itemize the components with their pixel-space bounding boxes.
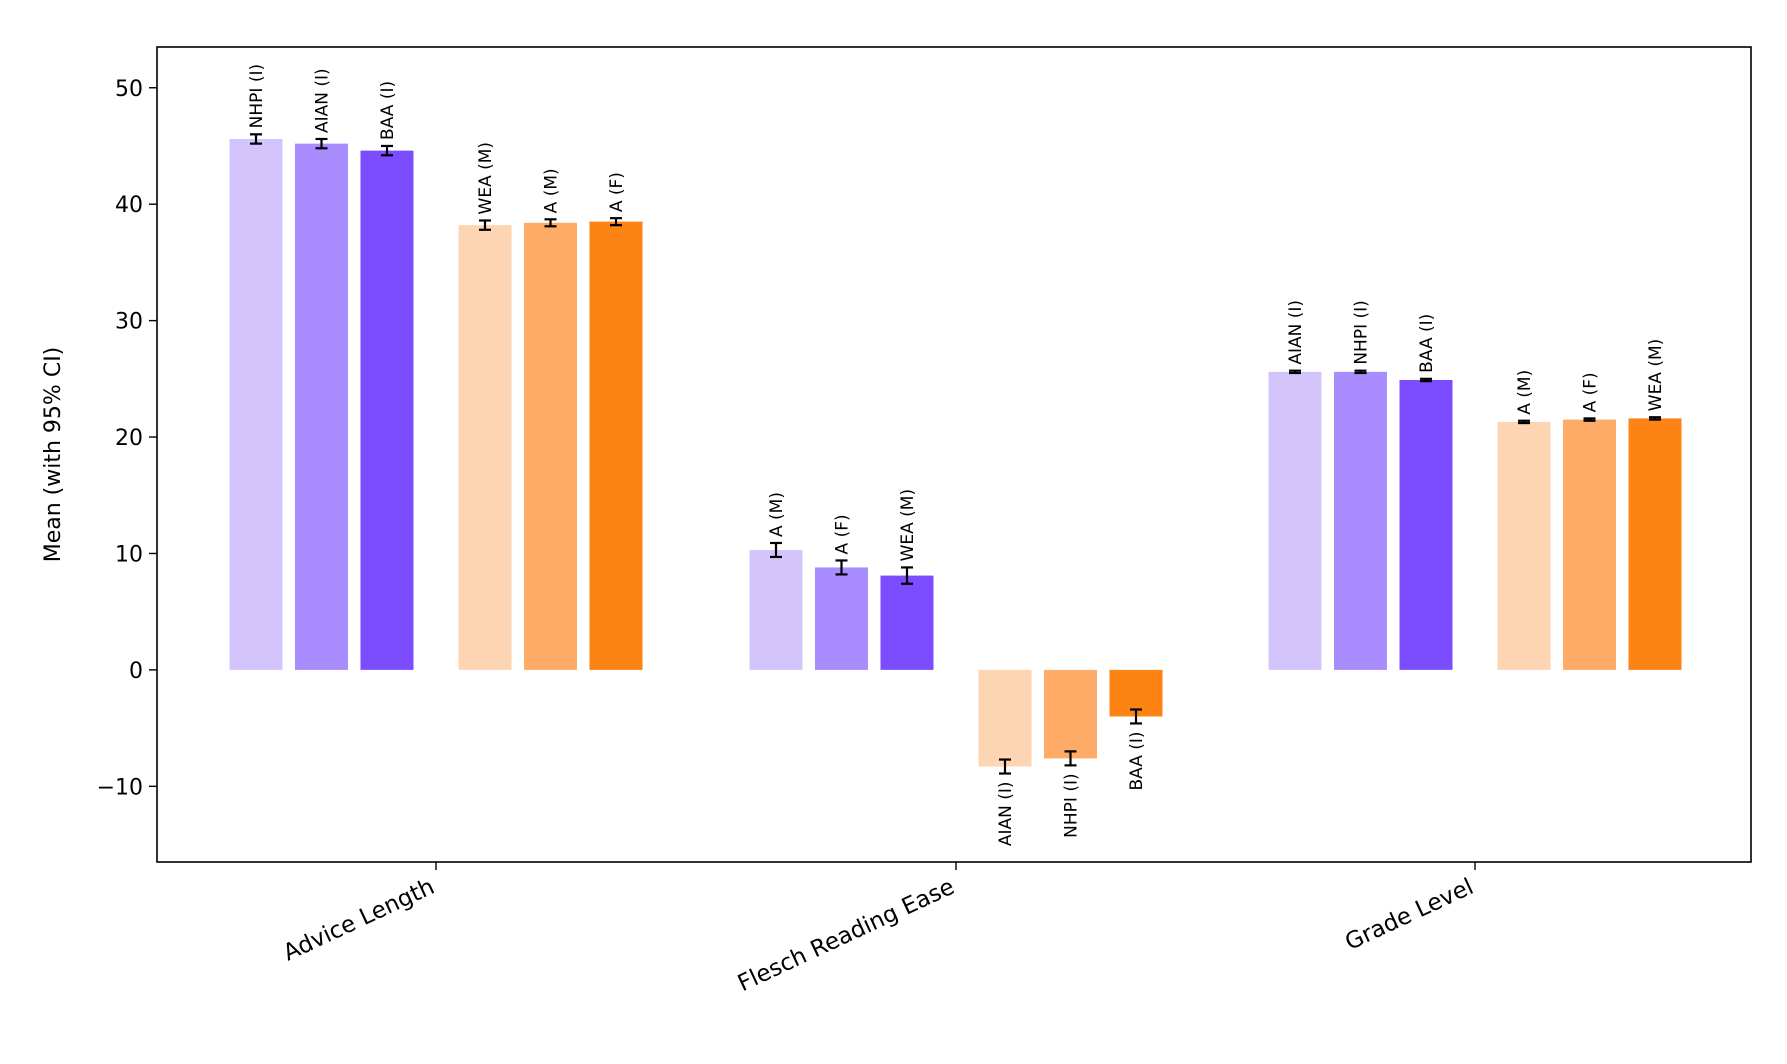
bar-value-label: A (F): [607, 172, 627, 212]
bar-value-label: WEA (M): [898, 489, 918, 562]
bar-value-label: AIAN (I): [996, 782, 1016, 847]
bar: [815, 567, 868, 670]
bar-value-label: A (M): [542, 168, 562, 213]
bar: [589, 221, 643, 670]
bar-value-label: NHPI (I): [247, 64, 267, 128]
x-tick-label: Advice Length: [279, 874, 438, 967]
y-tick-label: 30: [115, 310, 143, 335]
y-tick-label: 10: [115, 542, 143, 567]
y-tick-label: −10: [97, 775, 143, 800]
bar: [1563, 419, 1616, 670]
bar: [978, 669, 1032, 767]
bar-value-label: A (F): [833, 514, 853, 554]
x-tick-label: Flesch Reading Ease: [734, 874, 959, 997]
bar: [1628, 418, 1682, 670]
bar-value-label: A (M): [1515, 370, 1535, 415]
bar-value-label: AIAN (I): [313, 68, 333, 133]
bar-value-label: NHPI (I): [1352, 300, 1372, 364]
bar: [880, 575, 934, 670]
bar: [295, 143, 348, 670]
bar-value-label: WEA (M): [476, 142, 496, 215]
bar: [360, 150, 414, 670]
bar: [749, 549, 803, 670]
y-tick-label: 20: [115, 426, 143, 451]
bar: [1497, 421, 1551, 670]
bar: [458, 225, 512, 670]
bar-value-label: BAA (I): [1417, 314, 1437, 373]
y-axis-label: Mean (with 95% CI): [41, 347, 66, 563]
plot-frame: [156, 46, 1752, 863]
y-tick-label: 40: [115, 193, 143, 218]
bar-value-label: NHPI (I): [1062, 773, 1082, 837]
bar: [1044, 669, 1097, 759]
y-tick-label: 50: [115, 77, 143, 102]
bar: [1399, 379, 1453, 670]
bar-value-label: A (M): [767, 492, 787, 537]
bars-group: [229, 133, 1682, 775]
bar: [229, 138, 283, 670]
bar-value-label: A (F): [1581, 372, 1601, 412]
bar: [524, 222, 577, 670]
x-tick-label: Grade Level: [1341, 874, 1477, 956]
bar-labels-group: NHPI (I) AIAN (I) BAA (I) WEA (M) A (M) A (F)…: [247, 64, 1666, 846]
bar: [1334, 371, 1387, 670]
bar-value-label: BAA (I): [1127, 731, 1147, 790]
bar-value-label: AIAN (I): [1286, 300, 1306, 365]
y-tick-label: 0: [129, 659, 143, 684]
bar-value-label: BAA (I): [378, 81, 398, 140]
bar-value-label: WEA (M): [1646, 339, 1666, 412]
bar: [1268, 371, 1322, 670]
